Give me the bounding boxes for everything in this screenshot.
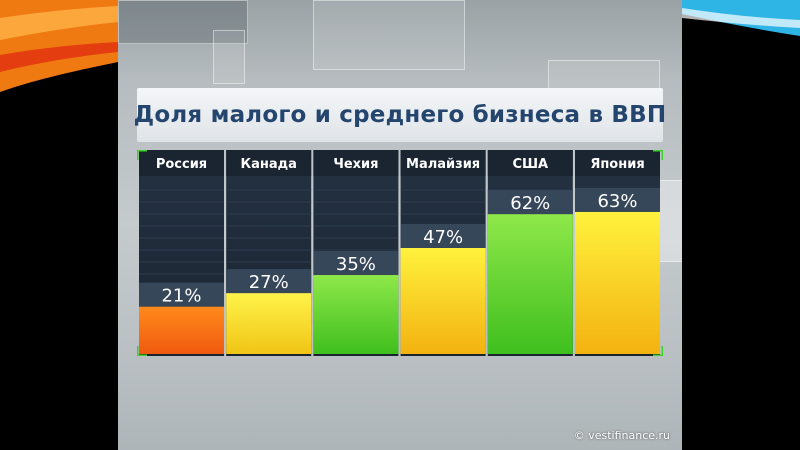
bar	[226, 293, 312, 354]
value-label-box	[313, 251, 399, 276]
chart-panel: Доля малого и среднего бизнеса в ВВП Рос…	[134, 88, 666, 356]
video-frame: Доля малого и среднего бизнеса в ВВП Рос…	[118, 0, 682, 450]
bar	[400, 247, 486, 354]
value-label: 63%	[597, 191, 637, 212]
value-label-box	[575, 187, 660, 212]
background-glass-panel	[658, 180, 682, 262]
bar-column: Япония 63%	[575, 150, 660, 356]
bar	[313, 275, 399, 354]
category-label: Чехия	[333, 157, 378, 172]
background-glass-panel	[213, 30, 245, 84]
bar	[487, 214, 573, 354]
bar	[575, 211, 660, 354]
category-label: Россия	[156, 157, 207, 172]
category-header	[487, 150, 573, 176]
category-label: Малайзия	[406, 157, 480, 172]
bar-column: Россия 21%	[139, 150, 224, 356]
bar-column: Чехия 35%	[313, 150, 399, 356]
bar-column: США 62%	[487, 150, 573, 356]
category-label: Япония	[590, 157, 644, 172]
category-header	[226, 150, 312, 176]
category-header	[400, 150, 486, 176]
value-label-box	[226, 269, 312, 294]
bar	[139, 306, 224, 354]
value-label: 27%	[249, 272, 289, 293]
category-header	[313, 150, 399, 176]
background-glass-panel	[118, 0, 248, 44]
chart-title: Доля малого и среднего бизнеса в ВВП	[133, 102, 667, 128]
value-label: 21%	[161, 286, 201, 307]
chart-title-bar: Доля малого и среднего бизнеса в ВВП	[134, 88, 666, 142]
value-label: 62%	[510, 193, 550, 214]
background-glass-panel	[313, 0, 465, 70]
category-header	[139, 150, 224, 176]
category-label: США	[512, 157, 548, 172]
bar-column: Канада 27%	[226, 150, 312, 356]
category-header	[575, 150, 660, 176]
watermark: © vestifinance.ru	[573, 429, 670, 442]
value-label-box	[139, 282, 224, 307]
value-label-box	[487, 190, 573, 215]
bar-column: Малайзия 47%	[400, 150, 486, 356]
value-label: 35%	[336, 254, 376, 275]
value-label-box	[400, 223, 486, 248]
bar-chart: Россия 21% Канада 27% Чехия 35% Малайзия 47% США…	[137, 150, 663, 356]
category-label: Канада	[240, 157, 296, 172]
value-label: 47%	[423, 227, 463, 248]
